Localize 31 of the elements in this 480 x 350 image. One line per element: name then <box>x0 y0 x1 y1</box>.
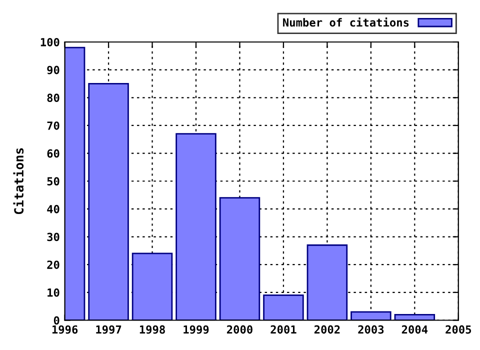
y-tick-label: 100 <box>40 38 60 46</box>
x-tick-label: 2002 <box>314 325 340 334</box>
bar <box>176 133 216 320</box>
y-tick-label: 10 <box>48 288 60 297</box>
y-tick-label: 50 <box>47 177 60 186</box>
x-tick-label: 1996 <box>52 325 78 334</box>
y-tick-label: 80 <box>47 94 60 102</box>
legend-label: Number of citations <box>283 17 409 27</box>
x-tick-label: 1999 <box>184 325 209 334</box>
bar <box>306 244 348 320</box>
x-tick-label: 2003 <box>358 325 384 334</box>
bar <box>219 197 260 320</box>
x-tick-label: 1997 <box>96 325 122 334</box>
x-tick-label: 2000 <box>226 325 252 334</box>
y-tick-label: 30 <box>47 232 60 242</box>
bar <box>132 252 173 320</box>
x-tick-label: 2004 <box>402 325 428 334</box>
y-tick-label: 20 <box>47 260 60 269</box>
y-tick-label: 40 <box>47 204 60 214</box>
x-tick-label: 2001 <box>270 325 296 334</box>
bar <box>263 294 304 320</box>
x-tick-label: 2005 <box>446 325 472 334</box>
y-tick-label: 70 <box>47 121 60 130</box>
y-tick-label: 0 <box>54 316 60 325</box>
x-tick-label: 1998 <box>140 325 165 334</box>
bar <box>394 314 436 320</box>
bar <box>350 311 392 320</box>
bar <box>88 83 129 320</box>
y-tick-label: 60 <box>47 149 60 158</box>
y-axis-title: Citations <box>13 148 24 214</box>
y-tick-label: 90 <box>47 66 60 74</box>
